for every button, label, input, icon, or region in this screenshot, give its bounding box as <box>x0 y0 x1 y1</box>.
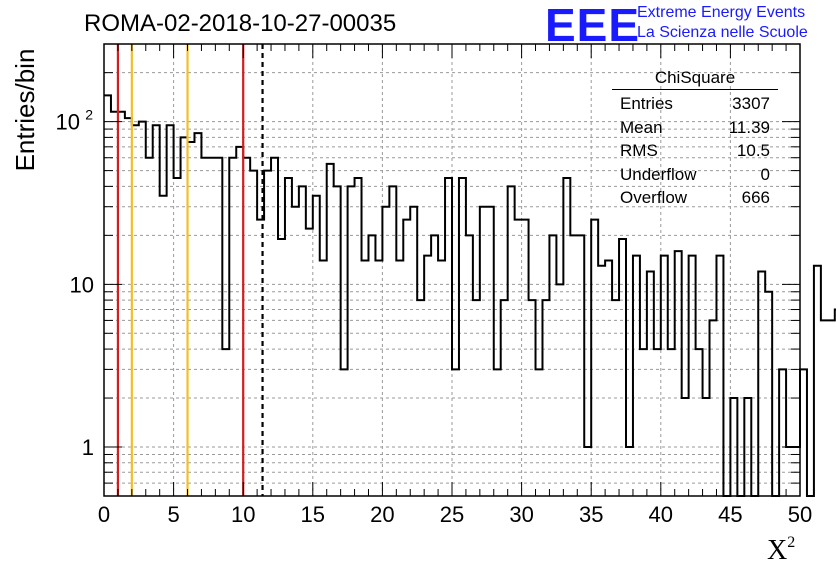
y-tick-label: 10 <box>56 110 80 135</box>
y-axis-label: Entries/bin <box>10 48 40 172</box>
stats-value: 10.5 <box>736 141 770 161</box>
x-tick-label: 45 <box>718 502 742 527</box>
logo-line-2: La Scienza nelle Scuole <box>637 24 808 41</box>
y-tick-exponent: 2 <box>85 107 93 123</box>
chart-title: ROMA-02-2018-10-27-00035 <box>84 10 397 37</box>
tick-labels: 0 5 10 15 20 25 30 35 40 45 50 1 10 10 2 <box>56 107 813 527</box>
stats-title: ChiSquare <box>612 66 778 91</box>
stats-row: RMS 10.5 <box>612 139 778 162</box>
x-axis-label-exponent: 2 <box>787 534 796 551</box>
x-tick-label: 5 <box>167 502 179 527</box>
x-tick-label: 40 <box>649 502 673 527</box>
reference-lines <box>116 44 264 496</box>
x-tick-label: 30 <box>509 502 533 527</box>
logo-line-1: Extreme Energy Events <box>637 4 806 21</box>
x-tick-label: 20 <box>370 502 394 527</box>
x-tick-label: 35 <box>579 502 603 527</box>
histogram-bars <box>104 94 836 497</box>
stats-value: 3307 <box>732 94 770 114</box>
stats-label: Mean <box>620 117 663 137</box>
x-tick-label: 0 <box>98 502 110 527</box>
histogram-step <box>104 94 836 497</box>
eee-logo: EEE <box>545 0 641 51</box>
axis-ticks <box>103 43 801 497</box>
stats-row: Overflow 666 <box>612 186 778 209</box>
x-tick-label: 15 <box>301 502 325 527</box>
stats-row: Mean 11.39 <box>612 116 778 139</box>
x-tick-label: 25 <box>440 502 464 527</box>
stats-row: Underflow 0 <box>612 163 778 186</box>
stats-value: 666 <box>741 188 770 208</box>
y-tick-label: 1 <box>82 435 94 460</box>
x-axis-label: X2 <box>767 534 795 567</box>
x-tick-label: 10 <box>231 502 255 527</box>
stats-row: Entries 3307 <box>612 92 778 115</box>
y-tick-label: 10 <box>70 272 94 297</box>
stats-value: 11.39 <box>728 117 770 137</box>
logo-text: Extreme Energy Events La Scienza nelle S… <box>637 3 808 43</box>
x-axis-label-base: X <box>767 535 788 566</box>
stats-label: Entries <box>620 94 673 114</box>
stats-label: Underflow <box>620 164 697 184</box>
x-tick-label: 50 <box>788 502 812 527</box>
stats-label: RMS <box>620 141 658 161</box>
stats-label: Overflow <box>620 188 688 208</box>
stats-box: ChiSquare Entries 3307 Mean 11.39 RMS 10.5 … <box>612 66 778 209</box>
stats-value: 0 <box>760 164 770 184</box>
